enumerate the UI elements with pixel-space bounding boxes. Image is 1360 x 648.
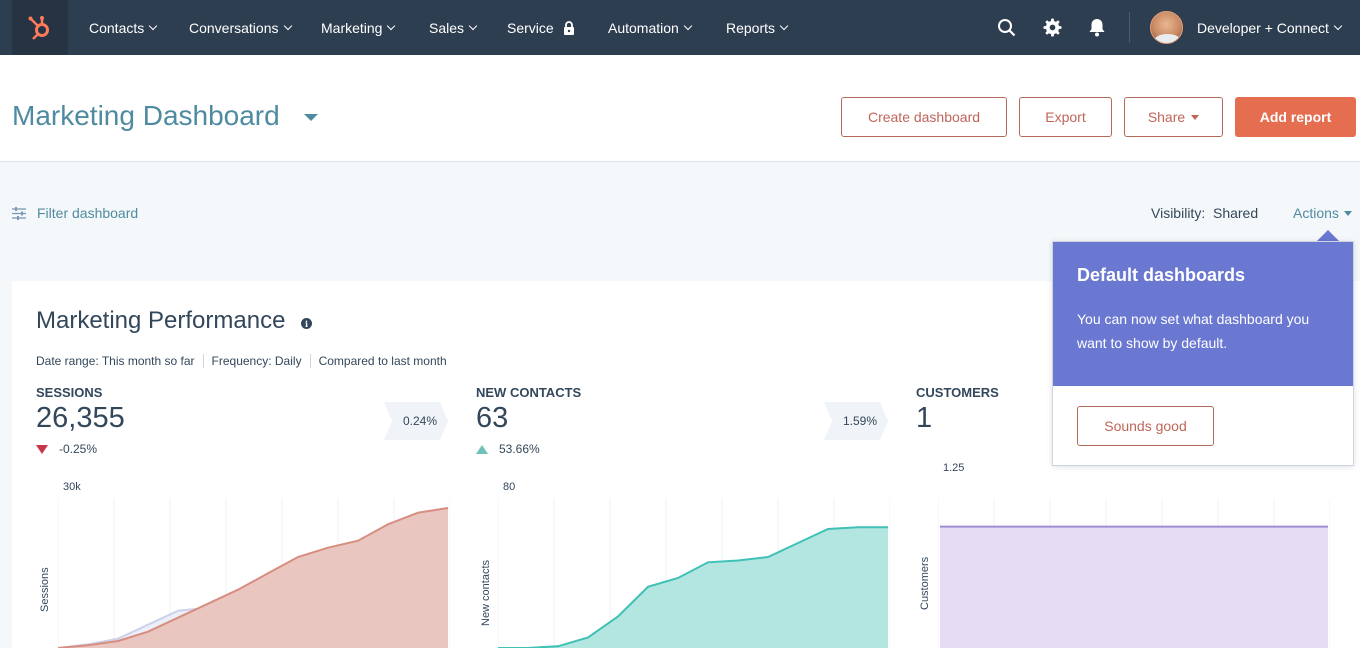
hubspot-logo-icon[interactable] bbox=[12, 0, 68, 55]
chevron-down-icon bbox=[468, 21, 478, 31]
avatar[interactable] bbox=[1150, 11, 1183, 44]
popover-arrow bbox=[1316, 230, 1340, 242]
sounds-good-button[interactable]: Sounds good bbox=[1077, 406, 1214, 446]
report-title: Marketing Performance bbox=[36, 307, 286, 334]
new-contacts-chart bbox=[498, 498, 890, 648]
nav-sales[interactable]: Sales bbox=[429, 0, 478, 55]
create-dashboard-button[interactable]: Create dashboard bbox=[841, 97, 1007, 137]
metric-label: NEW CONTACTS bbox=[476, 385, 582, 400]
metric-value: 1 bbox=[916, 402, 933, 434]
y-axis-label: Sessions bbox=[39, 567, 51, 612]
info-icon[interactable]: i bbox=[301, 318, 312, 329]
nav-contacts[interactable]: Contacts bbox=[89, 0, 158, 55]
nav-marketing[interactable]: Marketing bbox=[321, 0, 396, 55]
customers-chart bbox=[938, 500, 1330, 648]
search-icon[interactable] bbox=[995, 16, 1017, 38]
caret-down-icon bbox=[1343, 210, 1352, 216]
popover-header: Default dashboards You can now set what … bbox=[1053, 242, 1353, 386]
metric-value: 63 bbox=[476, 402, 509, 434]
down-triangle-icon bbox=[36, 444, 48, 454]
add-report-button[interactable]: Add report bbox=[1235, 97, 1356, 137]
metric-label: CUSTOMERS bbox=[916, 385, 999, 400]
axis-max-label: 80 bbox=[503, 481, 516, 493]
series-area bbox=[58, 508, 448, 648]
gear-icon[interactable] bbox=[1041, 16, 1063, 38]
axis-max-label: 30k bbox=[63, 481, 81, 493]
share-button[interactable]: Share bbox=[1124, 97, 1223, 137]
y-axis-label: Customers bbox=[919, 556, 931, 610]
metric-value: 26,355 bbox=[36, 402, 125, 434]
report-meta: Date range: This month so far Frequency:… bbox=[36, 354, 455, 368]
chevron-down-icon bbox=[149, 21, 158, 31]
nav-conversations[interactable]: Conversations bbox=[189, 0, 292, 55]
chevron-down-icon bbox=[779, 21, 789, 31]
filter-icon[interactable] bbox=[12, 207, 26, 220]
comparison-badge: 0.24% bbox=[384, 402, 448, 440]
caret-down-icon[interactable] bbox=[304, 114, 318, 121]
caret-down-icon bbox=[1191, 114, 1200, 120]
chevron-down-icon bbox=[1333, 21, 1343, 31]
metric-label: SESSIONS bbox=[36, 385, 103, 400]
actions-menu[interactable]: Actions bbox=[1293, 205, 1352, 221]
metric-delta: 53.66% bbox=[476, 442, 540, 456]
filter-dashboard-link[interactable]: Filter dashboard bbox=[37, 205, 139, 221]
series-area bbox=[498, 527, 888, 648]
comparison-badge: 1.59% bbox=[824, 402, 888, 440]
chevron-down-icon bbox=[387, 21, 396, 31]
chevron-down-icon bbox=[683, 21, 693, 31]
visibility-status: Visibility: Shared bbox=[1151, 205, 1259, 221]
y-axis-label: New contacts bbox=[480, 559, 492, 626]
top-nav: Contacts Conversations Marketing Sales S… bbox=[0, 0, 1360, 55]
sessions-chart bbox=[58, 498, 450, 648]
account-menu[interactable]: Developer + Connect bbox=[1197, 0, 1343, 55]
default-dashboards-popover: Default dashboards You can now set what … bbox=[1052, 241, 1354, 466]
metric-delta: -0.25% bbox=[36, 442, 97, 456]
nav-automation[interactable]: Automation bbox=[608, 0, 693, 55]
series-area bbox=[940, 526, 1328, 648]
nav-service[interactable]: Service bbox=[507, 0, 575, 55]
lock-icon bbox=[563, 20, 574, 35]
nav-divider bbox=[1129, 12, 1130, 43]
page-title[interactable]: Marketing Dashboard bbox=[12, 100, 280, 131]
export-button[interactable]: Export bbox=[1019, 97, 1112, 137]
series-line bbox=[58, 507, 449, 648]
popover-text: You can now set what dashboard you want … bbox=[1077, 311, 1310, 351]
axis-max-label: 1.25 bbox=[943, 462, 965, 474]
nav-reports[interactable]: Reports bbox=[726, 0, 789, 55]
series-line bbox=[498, 526, 888, 648]
chevron-down-icon bbox=[283, 21, 292, 31]
bell-icon[interactable] bbox=[1086, 16, 1108, 38]
up-triangle-icon bbox=[476, 444, 488, 454]
popover-title: Default dashboards bbox=[1077, 265, 1246, 285]
